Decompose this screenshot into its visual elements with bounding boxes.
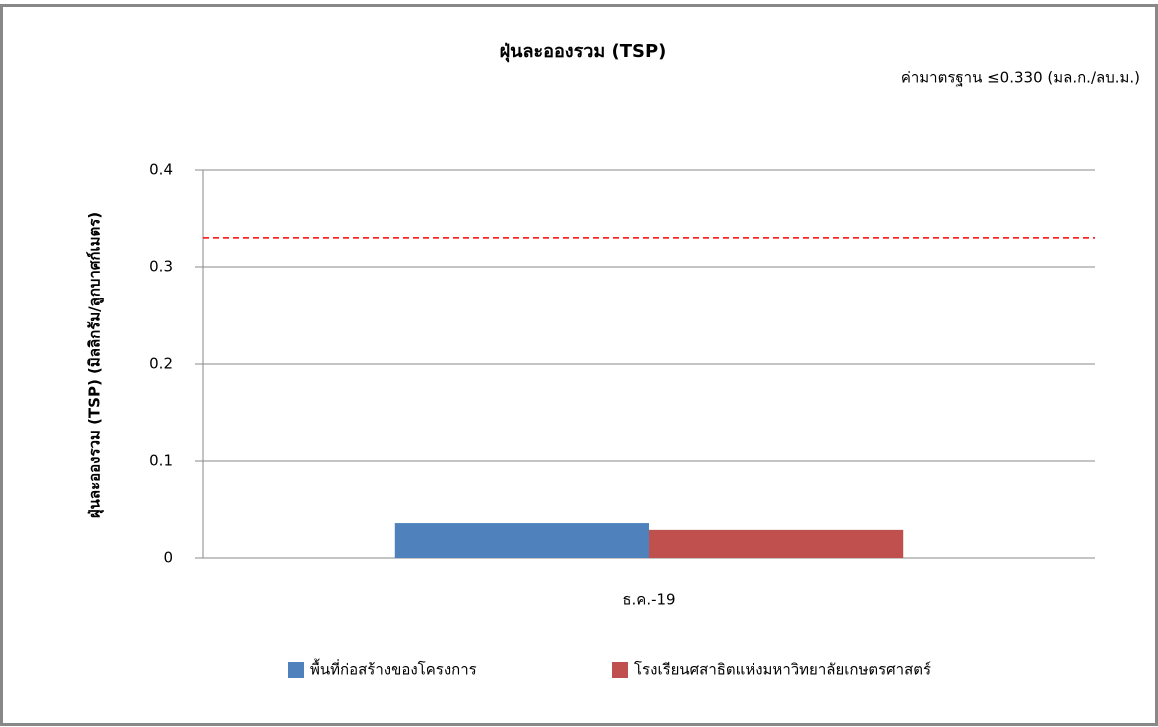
y-tick-label: 0 — [163, 549, 173, 567]
y-axis-title: ฝุ่นละอองรวม (TSP) (มิลลิกรัม/ลูกบาศก์เม… — [86, 212, 105, 518]
chart-title: ฝุ่นละอองรวม (TSP) — [500, 41, 667, 63]
legend-swatch — [612, 662, 628, 678]
legend-label: พื้นที่ก่อสร้างของโครงการ — [310, 659, 477, 679]
legend-swatch — [288, 662, 304, 678]
x-tick-label: ธ.ค.-19 — [622, 591, 675, 609]
bar — [649, 529, 904, 558]
y-tick-label: 0.2 — [149, 355, 173, 373]
y-tick-label: 0.3 — [149, 258, 173, 276]
chart-frame — [0, 4, 1158, 726]
annotation: ค่ามาตรฐาน ≤0.330 (มล.ก./ลบ.ม.) — [901, 69, 1140, 87]
bar — [394, 523, 649, 558]
y-tick-label: 0.1 — [149, 452, 173, 470]
legend-label: โรงเรียนศสาธิตแห่งมหาวิทยาลัยเกษตรศาสตร์ — [634, 661, 931, 679]
y-tick-label: 0.4 — [149, 161, 173, 179]
